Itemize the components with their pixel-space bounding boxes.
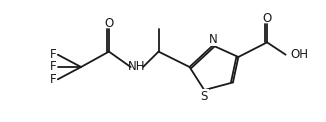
Text: F: F [50,48,56,61]
Text: O: O [262,12,272,25]
Text: OH: OH [290,48,308,61]
Text: F: F [50,61,56,73]
Text: O: O [104,17,113,30]
Text: NH: NH [128,61,146,73]
Text: F: F [50,73,56,86]
Text: N: N [208,33,217,46]
Text: S: S [200,90,208,103]
